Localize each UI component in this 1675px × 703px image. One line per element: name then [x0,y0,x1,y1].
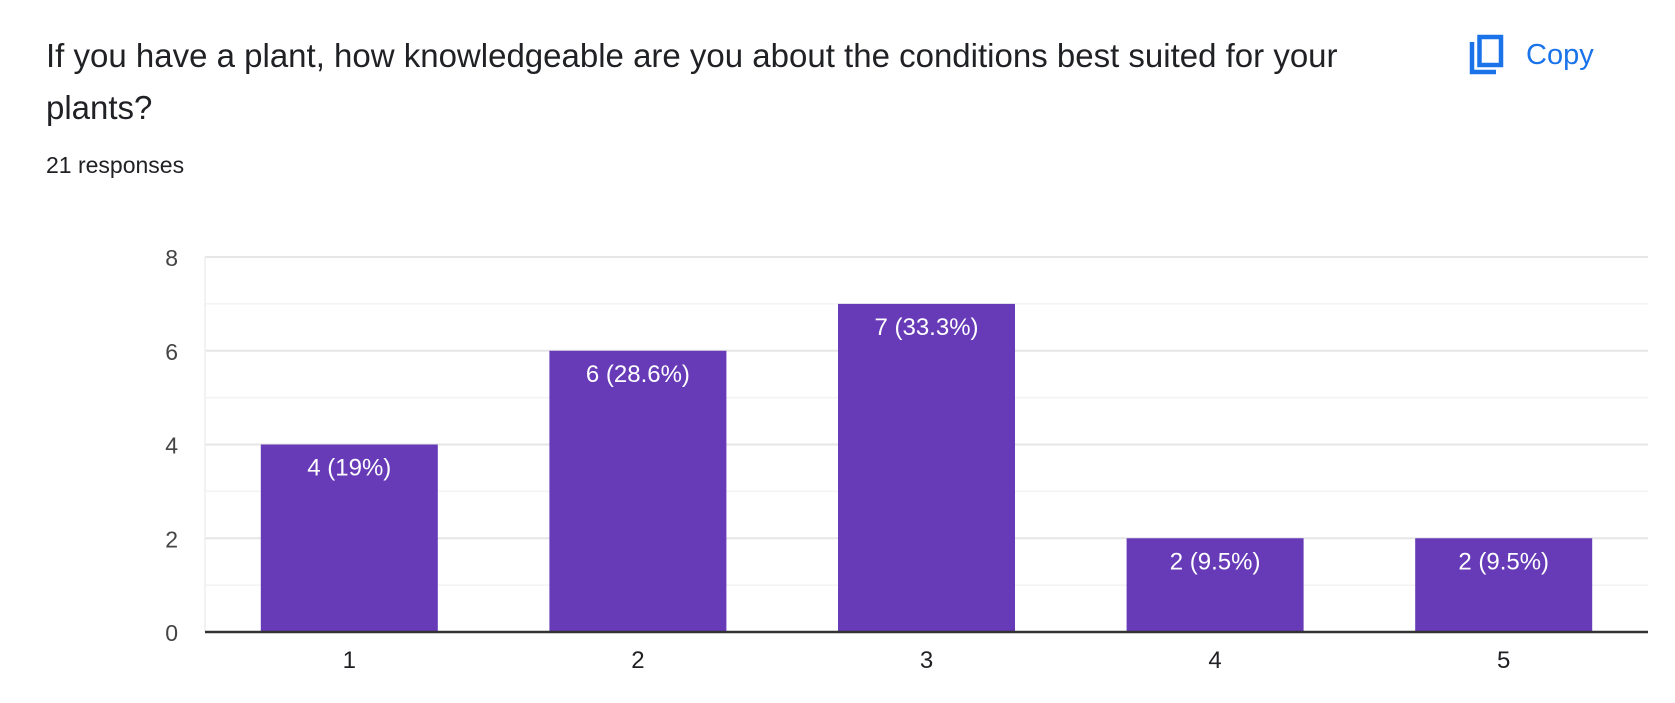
y-tick-label: 0 [165,620,178,646]
bar [838,303,1015,632]
x-tick-label: 4 [1208,647,1221,674]
copy-label: Copy [1526,38,1594,71]
bar-data-label: 7 (33.3%) [874,314,978,341]
bar [260,444,438,632]
x-tick-label: 5 [1497,647,1510,674]
bar [549,350,727,632]
question-title: If you have a plant, how knowledgeable a… [46,37,1338,126]
bar-data-label: 4 (19%) [307,455,391,482]
bar [1415,538,1593,632]
bar-data-label: 2 (9.5%) [1458,548,1549,575]
bar-data-label: 6 (28.6%) [586,361,690,388]
bar [1126,538,1304,632]
y-tick-label: 2 [165,526,178,552]
y-tick-label: 6 [165,339,178,365]
x-tick-label: 2 [631,647,644,674]
response-count: 21 responses [46,152,185,178]
copy-button[interactable]: Copy [1468,30,1594,80]
x-tick-label: 1 [343,647,356,674]
bar-data-label: 2 (9.5%) [1170,548,1261,575]
x-tick-label: 3 [920,647,933,674]
y-tick-label: 8 [165,245,178,271]
copy-icon [1468,34,1504,76]
y-tick-label: 4 [165,433,178,459]
